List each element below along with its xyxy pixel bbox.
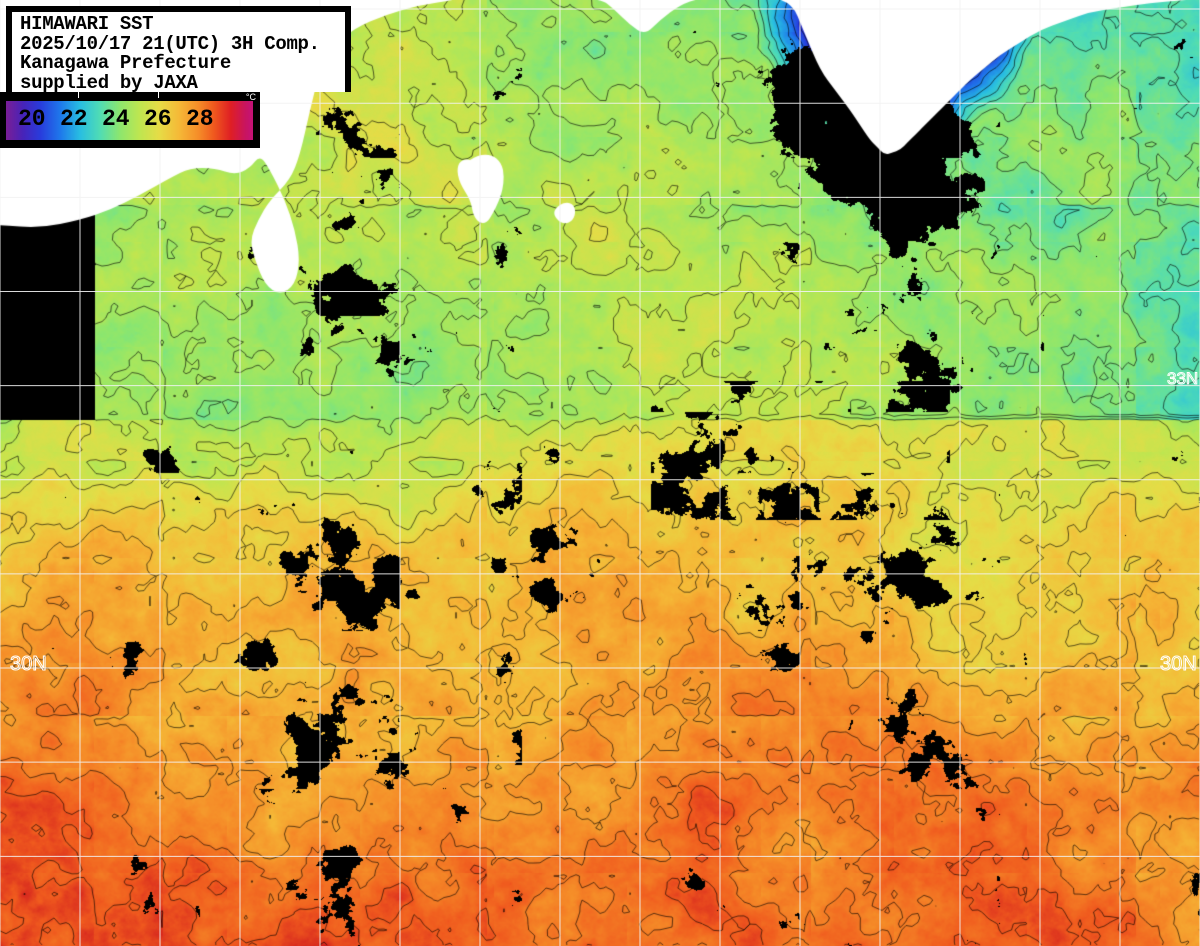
svg-text:30N: 30N xyxy=(1160,653,1197,675)
svg-text:33N: 33N xyxy=(1167,369,1198,388)
svg-text:30N: 30N xyxy=(10,653,47,675)
